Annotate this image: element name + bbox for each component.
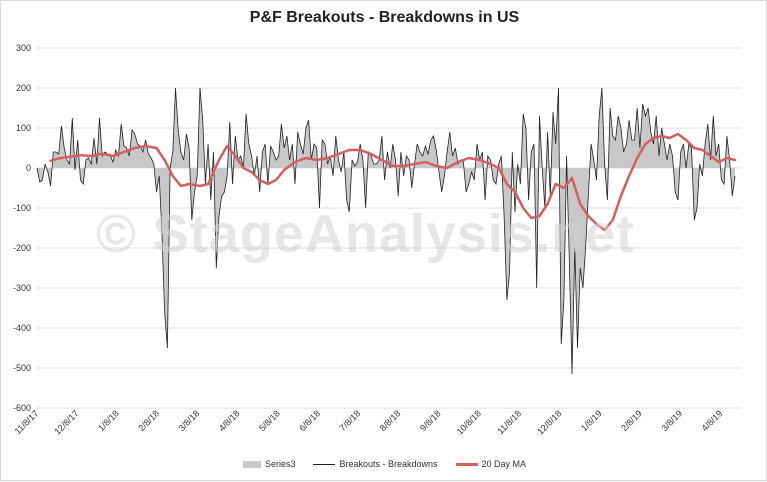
legend-item-ma: 20 Day MA bbox=[455, 459, 527, 469]
legend-item-series3: Series3 bbox=[242, 459, 296, 469]
y-tick-label: -500 bbox=[13, 363, 31, 373]
legend-swatch-breakouts bbox=[313, 463, 336, 465]
x-tick-label: 11/8/18 bbox=[495, 408, 523, 436]
y-tick-label: -100 bbox=[13, 203, 31, 213]
x-tick-label: 12/8/18 bbox=[535, 408, 563, 436]
legend-label-series3: Series3 bbox=[264, 459, 296, 469]
x-tick-label: 6/8/18 bbox=[297, 408, 322, 433]
legend-label-ma: 20 Day MA bbox=[481, 459, 527, 469]
x-tick-label: 1/8/18 bbox=[96, 408, 121, 433]
y-tick-label: 100 bbox=[16, 123, 31, 133]
x-tick-label: 2/8/19 bbox=[619, 408, 644, 433]
legend-swatch-ma bbox=[455, 462, 478, 466]
x-tick-label: 9/8/18 bbox=[418, 408, 443, 433]
chart-title: P&F Breakouts - Breakdowns in US bbox=[249, 9, 520, 26]
legend: Series3 Breakouts - Breakdowns 20 Day MA bbox=[1, 459, 767, 469]
x-axis-labels: 11/8/17 12/8/17 1/8/18 2/8/18 3/8/18 4/8/18 5/… bbox=[13, 408, 725, 436]
ma-20-day-line bbox=[49, 132, 737, 232]
x-tick-label: 5/8/18 bbox=[257, 408, 282, 433]
series-layer bbox=[36, 87, 737, 375]
legend-label-breakouts: Breakouts - Breakdowns bbox=[339, 459, 438, 469]
x-tick-label: 12/8/17 bbox=[52, 408, 80, 436]
y-tick-label: -300 bbox=[13, 283, 31, 293]
y-tick-label: 0 bbox=[26, 163, 31, 173]
y-tick-label: 300 bbox=[16, 43, 31, 53]
x-tick-label: 4/8/18 bbox=[217, 408, 242, 433]
x-tick-label: 7/8/18 bbox=[338, 408, 363, 433]
y-tick-label: -600 bbox=[13, 403, 31, 413]
y-tick-label: 200 bbox=[16, 83, 31, 93]
y-tick-label: -400 bbox=[13, 323, 31, 333]
legend-item-breakouts: Breakouts - Breakdowns bbox=[313, 459, 438, 469]
gridlines bbox=[37, 47, 741, 409]
x-tick-label: 3/8/18 bbox=[177, 408, 202, 433]
x-tick-label: 8/8/18 bbox=[378, 408, 403, 433]
y-axis-labels: 300 200 100 0 -100 -200 -300 -400 -500 -600 bbox=[13, 43, 31, 413]
breakouts-breakdowns-line bbox=[36, 87, 736, 375]
legend-swatch-series3 bbox=[242, 460, 261, 468]
x-tick-label: 1/8/19 bbox=[579, 408, 604, 433]
y-tick-label: -200 bbox=[13, 243, 31, 253]
x-tick-label: 4/8/19 bbox=[700, 408, 725, 433]
x-tick-label: 3/8/19 bbox=[659, 408, 684, 433]
x-tick-label: 10/8/18 bbox=[455, 408, 483, 436]
x-tick-label: 2/8/18 bbox=[136, 408, 161, 433]
